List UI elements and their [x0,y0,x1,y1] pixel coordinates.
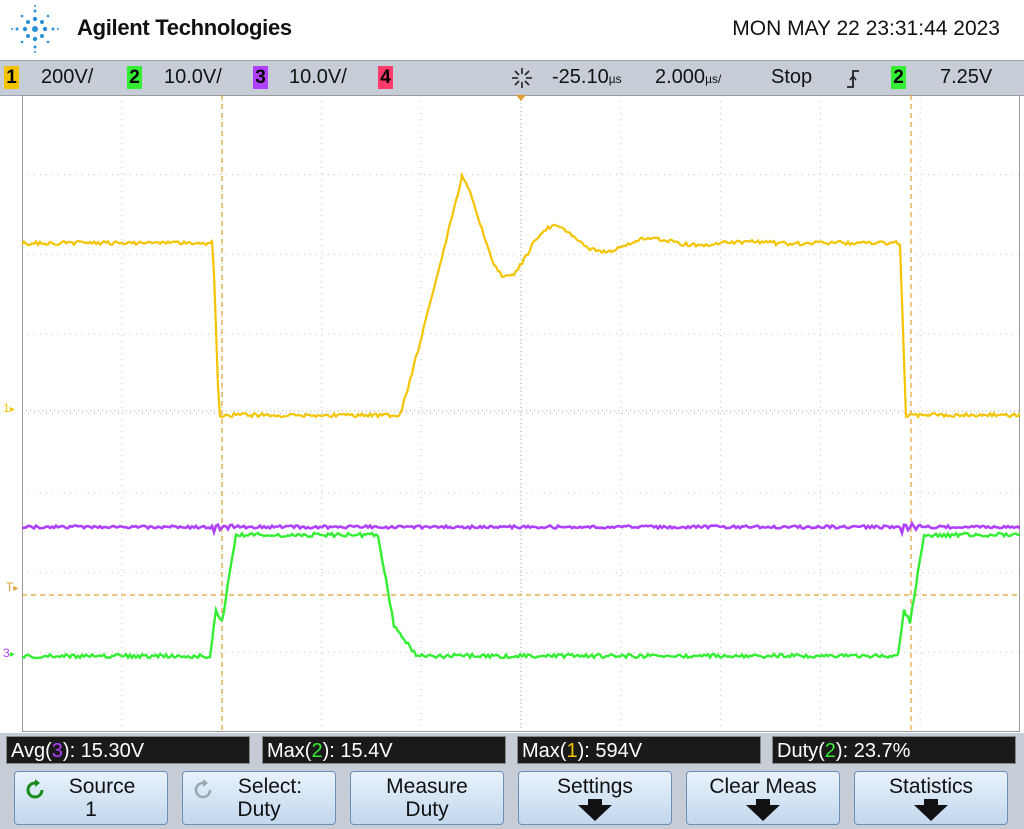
measurement-channel: 2 [825,740,836,762]
measurement-max-ch2: Max(2): 15.4V [262,736,506,764]
title-bar: Agilent Technologies MON MAY 22 23:31:44… [0,0,1024,60]
measurement-channel: 1 [566,740,577,762]
measurement-value: 15.4V [340,740,392,762]
trigger-source-badge[interactable]: 2 [891,66,906,89]
measurement-name: Avg [11,740,45,762]
channel-1-scale[interactable]: 200V/ [41,66,93,89]
arrow-right-icon: ▸ [13,583,18,594]
channel-status-bar: 1 200V/ 2 10.0V/ 3 10.0V/ 4 -25.10µs 2.0… [0,60,1024,96]
channel-4-badge[interactable]: 4 [378,66,393,89]
measurement-name: Max [267,740,305,762]
submenu-arrow-icon [914,805,948,821]
ground-icon: ▸ [10,649,15,660]
measurement-value: 15.30V [81,740,144,762]
brand-name: Agilent Technologies [77,15,292,41]
ground-icon: ▸ [10,404,15,415]
channel-1-badge[interactable]: 1 [4,66,19,89]
source-softkey[interactable]: Source 1 [14,771,168,825]
trigger-position-marker[interactable] [516,95,526,101]
agilent-logo-icon [10,4,60,54]
measurement-max-ch1: Max(1): 594V [517,736,761,764]
rising-edge-icon [846,69,860,89]
measurement-duty-ch2: Duty(2): 23.7% [772,736,1016,764]
starburst-icon [510,67,534,89]
settings-softkey[interactable]: Settings [518,771,672,825]
softkey-bar: Source 1 Select: Duty Measure Duty Setti… [0,767,1024,829]
select-value: Duty [183,798,335,822]
measurement-name: Duty [777,740,818,762]
statistics-label: Statistics [855,775,1007,799]
select-label: Select: [183,775,335,799]
timebase-delay-value: -25.10 [552,66,609,88]
measurement-channel: 3 [52,740,63,762]
channel-2-badge[interactable]: 2 [127,66,142,89]
waveform-graticule [22,95,1020,732]
select-softkey[interactable]: Select: Duty [182,771,336,825]
trigger-level-marker[interactable]: T▸ [6,580,18,596]
timebase-scale-value: 2.000 [655,66,705,88]
settings-label: Settings [519,775,671,799]
trigger-level[interactable]: 7.25V [940,66,992,89]
measure-value: Duty [351,798,503,822]
clear-meas-label: Clear Meas [687,775,839,799]
channel-3-ground-marker[interactable]: 3▸ [3,646,15,662]
channel-3-marker-label: 3 [3,646,10,660]
channel-2-scale[interactable]: 10.0V/ [164,66,222,89]
timebase-scale-unit: µs/ [705,72,721,86]
channel-3-badge[interactable]: 3 [253,66,268,89]
source-value: 1 [15,798,167,822]
submenu-arrow-icon [578,805,612,821]
timebase-delay-unit: µs [609,72,622,86]
channel-1-marker-label: 1 [3,401,10,415]
timebase-delay[interactable]: -25.10µs [552,66,622,91]
measurement-avg-ch3: Avg(3): 15.30V [6,736,250,764]
date-time: MON MAY 22 23:31:44 2023 [732,17,1000,41]
timebase-scale[interactable]: 2.000µs/ [655,66,721,91]
channel-3-scale[interactable]: 10.0V/ [289,66,347,89]
measure-label: Measure [351,775,503,799]
clear-meas-softkey[interactable]: Clear Meas [686,771,840,825]
measurement-value: 594V [595,740,642,762]
measurement-channel: 2 [311,740,322,762]
submenu-arrow-icon [746,805,780,821]
waveform-display[interactable] [22,95,1020,732]
grid [22,95,1020,732]
measurement-value: 23.7% [854,740,911,762]
source-label: Source [15,775,167,799]
run-state[interactable]: Stop [771,66,812,89]
measurement-bar: Avg(3): 15.30V Max(2): 15.4V Max(1): 594… [0,733,1024,767]
channel-1-ground-marker[interactable]: 1▸ [3,401,15,417]
statistics-softkey[interactable]: Statistics [854,771,1008,825]
measure-softkey[interactable]: Measure Duty [350,771,504,825]
measurement-name: Max [522,740,560,762]
